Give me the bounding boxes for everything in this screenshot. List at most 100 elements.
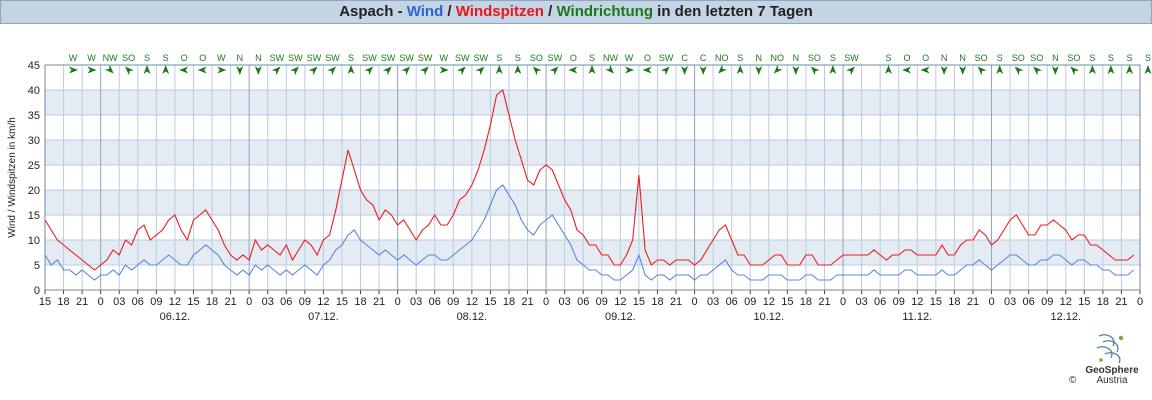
- direction-arrow-icon: [885, 65, 892, 74]
- x-tick-label: 15: [187, 296, 199, 308]
- title-gusts: Windspitzen: [455, 3, 544, 20]
- direction-arrow-shape: [959, 66, 967, 75]
- x-tick-label: 03: [707, 296, 719, 308]
- date-label: 11.12.: [902, 311, 932, 323]
- direction-arrow-shape: [810, 66, 820, 76]
- y-tick-label: 0: [34, 285, 40, 297]
- direction-arrow-icon: [1014, 66, 1024, 76]
- direction-arrow-icon: [718, 64, 728, 74]
- direction-label: NW: [603, 53, 618, 63]
- x-tick-label: 21: [76, 296, 88, 308]
- x-tick-label: 18: [948, 296, 960, 308]
- direction-arrow-shape: [197, 66, 207, 74]
- x-tick-label: 15: [39, 296, 51, 308]
- direction-label: S: [496, 53, 502, 63]
- title-suffix: in den letzten 7 Tagen: [653, 3, 813, 20]
- direction-arrow-shape: [940, 66, 948, 75]
- direction-label: O: [181, 53, 188, 63]
- direction-arrow-shape: [996, 65, 1004, 74]
- direction-label: SW: [659, 53, 674, 63]
- direction-label: SW: [844, 53, 859, 63]
- direction-arrow-shape: [1088, 65, 1096, 74]
- direction-arrow-shape: [401, 66, 411, 76]
- x-tick-label: 09: [893, 296, 905, 308]
- x-tick-label: 06: [726, 296, 738, 308]
- direction-arrow-shape: [475, 66, 485, 76]
- direction-arrow-shape: [1070, 66, 1080, 76]
- direction-label: SW: [288, 53, 303, 63]
- x-tick-label: 06: [280, 296, 292, 308]
- direction-arrow-shape: [347, 65, 355, 74]
- x-tick-label: 15: [484, 296, 496, 308]
- direction-label: NW: [103, 53, 118, 63]
- direction-arrow-shape: [419, 66, 429, 76]
- x-tick-label: 21: [224, 296, 236, 308]
- x-tick-label: 12: [1060, 296, 1072, 308]
- x-tick-label: 0: [692, 296, 698, 308]
- title-direction: Windrichtung: [556, 3, 654, 20]
- chart-title: Aspach - Wind / Windspitzen / Windrichtu…: [0, 0, 1152, 24]
- direction-label: SO: [1030, 53, 1043, 63]
- x-tick-label: 09: [299, 296, 311, 308]
- direction-arrow-icon: [327, 66, 337, 76]
- x-tick-label: 15: [781, 296, 793, 308]
- direction-label: N: [255, 53, 262, 63]
- direction-label: SW: [381, 53, 396, 63]
- y-tick-label: 10: [28, 235, 40, 247]
- direction-label: S: [1089, 53, 1095, 63]
- direction-arrow-icon: [69, 66, 78, 74]
- direction-label: NO: [771, 53, 785, 63]
- date-label: 09.12.: [605, 311, 636, 323]
- direction-label: W: [439, 53, 448, 63]
- direction-arrow-icon: [699, 66, 707, 75]
- direction-arrow-icon: [1051, 66, 1059, 75]
- direction-arrow-icon: [549, 66, 559, 76]
- direction-arrow-shape: [236, 66, 244, 75]
- x-tick-label: 18: [206, 296, 218, 308]
- direction-arrow-shape: [87, 66, 97, 74]
- series-line-gusts: [44, 89, 1135, 271]
- y-axis-label: Wind / Windspitzen in km/h: [7, 117, 18, 238]
- direction-arrow-shape: [162, 65, 170, 74]
- direction-arrow-shape: [143, 65, 151, 74]
- direction-arrow-icon: [625, 66, 634, 74]
- x-tick-label: 09: [447, 296, 459, 308]
- direction-arrow-icon: [996, 65, 1004, 74]
- direction-arrow-icon: [1033, 66, 1043, 76]
- direction-arrow-shape: [977, 66, 987, 76]
- direction-label: S: [589, 53, 595, 63]
- x-tick-label: 12: [911, 296, 923, 308]
- direction-arrow-shape: [308, 66, 318, 76]
- date-label: 10.12.: [754, 311, 785, 323]
- direction-arrow-shape: [846, 66, 855, 76]
- x-tick-label: 0: [543, 296, 549, 308]
- direction-label: S: [1108, 53, 1114, 63]
- direction-arrow-icon: [736, 65, 744, 74]
- direction-arrow-icon: [382, 66, 392, 76]
- x-tick-label: 06: [577, 296, 589, 308]
- series-line-wind: [44, 184, 1135, 281]
- direction-arrow-shape: [568, 66, 578, 74]
- direction-arrow-shape: [755, 66, 763, 75]
- date-label: 08.12.: [457, 311, 488, 323]
- direction-label: SO: [530, 53, 543, 63]
- x-tick-label: 0: [988, 296, 994, 308]
- direction-arrow-shape: [514, 65, 522, 74]
- logo-copyright: ©: [1069, 375, 1077, 386]
- direction-arrow-icon: [568, 66, 578, 74]
- direction-arrow-shape: [382, 66, 392, 76]
- date-label: 12.12.: [1050, 311, 1081, 323]
- direction-label: O: [922, 53, 929, 63]
- direction-arrow-shape: [1144, 65, 1152, 74]
- direction-arrow-icon: [456, 66, 466, 76]
- x-tick-label: 18: [800, 296, 812, 308]
- x-tick-label: 18: [651, 296, 663, 308]
- date-label: 07.12.: [308, 311, 339, 323]
- direction-label: S: [163, 53, 169, 63]
- x-tick-label: 18: [354, 296, 366, 308]
- date-label: 06.12.: [160, 311, 191, 323]
- direction-arrow-icon: [125, 66, 134, 76]
- x-tick-label: 0: [98, 296, 104, 308]
- direction-label: S: [144, 53, 150, 63]
